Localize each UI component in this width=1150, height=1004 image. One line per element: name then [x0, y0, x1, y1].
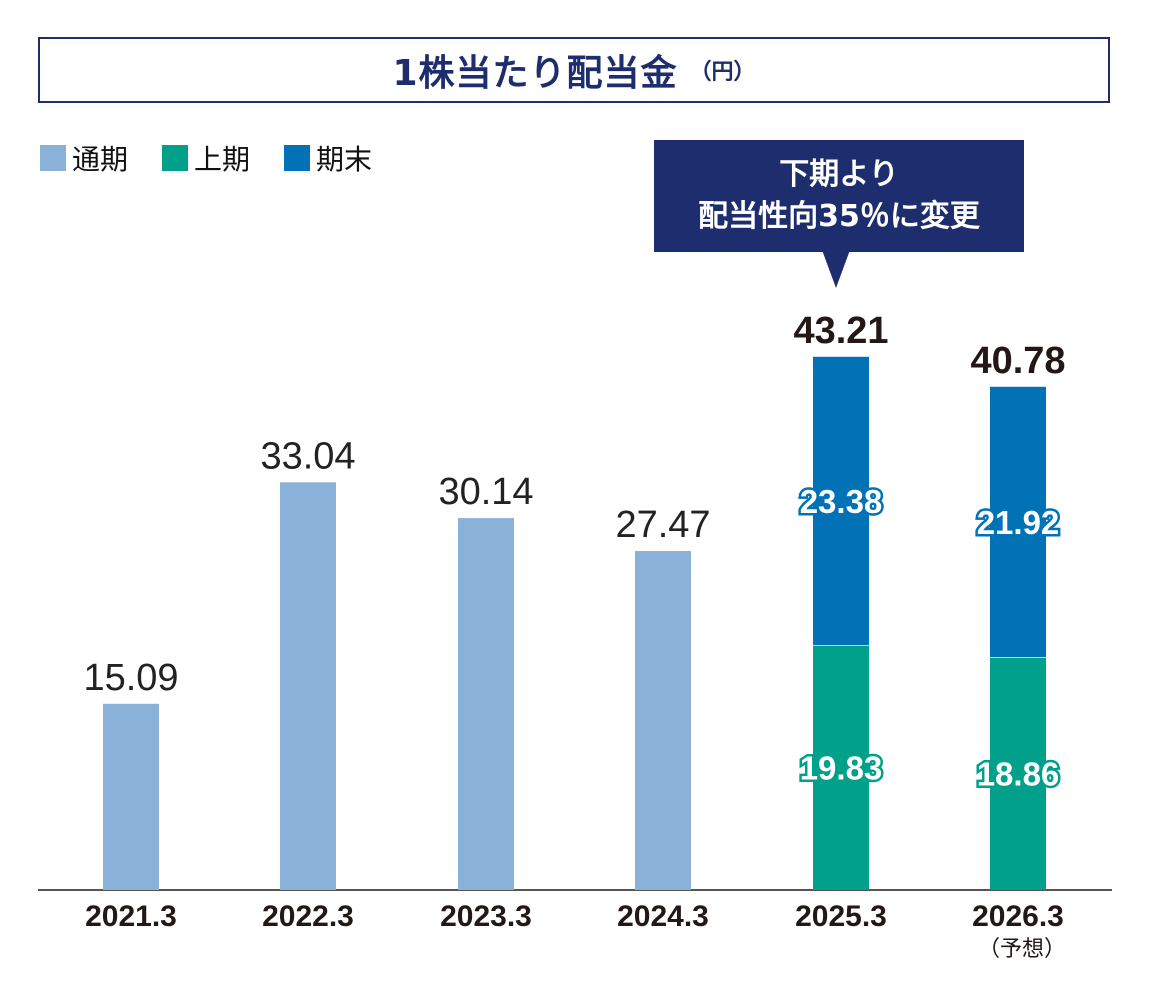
legend-label-year-end: 期末 — [316, 143, 373, 176]
x-tick-label-2022.3: 2022.3 — [262, 900, 354, 933]
legend-swatch-first-half — [162, 145, 189, 171]
data-label-first-half-2025.3: 19.83 — [800, 750, 883, 787]
legend-item-annual: 通期 — [40, 138, 128, 178]
bar-first-half-2026.3 — [990, 657, 1046, 890]
legend: 通期 上期 期末 — [40, 138, 372, 178]
bar-year-end-2025.3 — [813, 356, 869, 646]
data-label-total-2025.3: 43.21 — [793, 310, 888, 352]
bar-first-half-2025.3 — [813, 645, 869, 890]
legend-label-first-half: 上期 — [194, 143, 251, 176]
data-label-first-half-2026.3: 18.86 — [977, 756, 1060, 793]
bar-year-end-2026.3 — [990, 386, 1046, 658]
chart-title-box: 1株当たり配当金 （円） — [38, 37, 1110, 103]
bar-annual-2021.3 — [103, 703, 159, 890]
callout-line-2: 配当性向35％に変更 — [698, 199, 980, 234]
bar-annual-2024.3 — [635, 551, 691, 890]
legend-swatch-annual — [40, 145, 66, 171]
callout-pointer — [822, 250, 850, 288]
data-label-annual-2024.3: 27.47 — [615, 504, 710, 546]
x-tick-label-2023.3: 2023.3 — [440, 900, 532, 933]
legend-swatch-year-end — [284, 145, 311, 171]
x-tick-label-2025.3: 2025.3 — [795, 900, 887, 933]
chart-title: 1株当たり配当金 — [392, 53, 678, 94]
payout-change-callout: 下期より 配当性向35％に変更 — [654, 140, 1024, 252]
data-label-year-end-2025.3: 23.38 — [800, 483, 883, 520]
bar-annual-2022.3 — [280, 482, 336, 890]
data-label-annual-2021.3: 15.09 — [83, 657, 178, 699]
data-label-annual-2022.3: 33.04 — [260, 435, 355, 477]
x-tick-label-2026.3: 2026.3 — [972, 900, 1064, 933]
bar-annual-2023.3 — [458, 518, 514, 890]
legend-item-year-end: 期末 — [284, 138, 372, 178]
data-label-annual-2023.3: 30.14 — [438, 471, 533, 513]
chart-unit: （円） — [689, 60, 756, 85]
callout-line-1: 下期より — [779, 157, 899, 192]
data-label-total-2026.3: 40.78 — [970, 340, 1065, 382]
x-tick-note-2026.3: （予想） — [978, 936, 1066, 961]
legend-item-first-half: 上期 — [162, 138, 250, 178]
legend-label-annual: 通期 — [72, 143, 129, 176]
x-tick-label-2024.3: 2024.3 — [617, 900, 709, 933]
x-tick-label-2021.3: 2021.3 — [85, 900, 177, 933]
data-label-year-end-2026.3: 21.92 — [977, 504, 1060, 541]
